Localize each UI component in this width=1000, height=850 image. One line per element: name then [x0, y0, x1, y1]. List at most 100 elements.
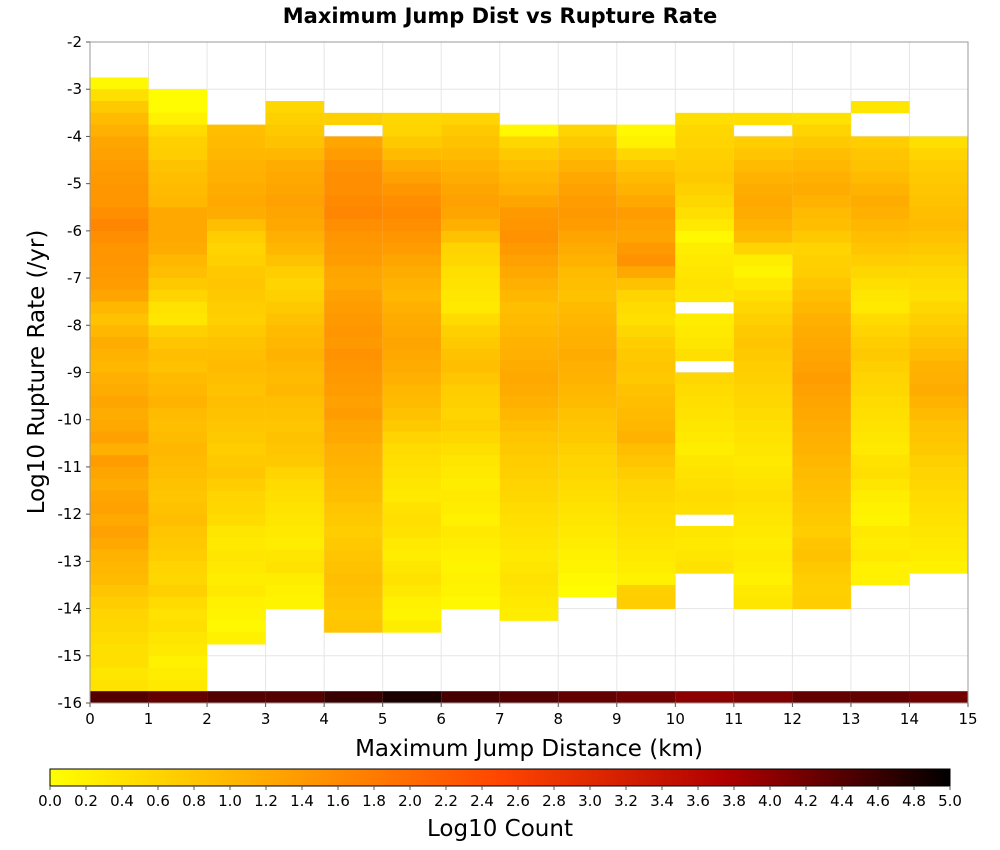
y-tick-label: -14 [58, 600, 83, 618]
heatmap-cell [558, 171, 617, 185]
heatmap-cell [90, 455, 149, 468]
heatmap-cell [616, 278, 676, 291]
heatmap-cell [675, 148, 734, 161]
heatmap-cell [499, 443, 559, 456]
heatmap-cell [733, 230, 793, 244]
y-tick-label: -15 [58, 647, 83, 665]
heatmap-cell [792, 207, 851, 220]
heatmap-cell [616, 289, 676, 303]
heatmap-cell [441, 384, 500, 397]
heatmap-cell [558, 525, 617, 539]
heatmap-cell [558, 313, 617, 326]
heatmap-cell [148, 266, 208, 279]
heatmap-cell [382, 573, 442, 586]
heatmap-cell [616, 478, 676, 492]
heatmap-cell [675, 254, 734, 267]
heatmap-cell [616, 266, 676, 279]
heatmap-cell [90, 632, 149, 645]
heatmap-cell [616, 407, 676, 421]
heatmap-cell [558, 183, 617, 196]
heatmap-cell [441, 195, 500, 208]
heatmap-cell [90, 195, 149, 208]
heatmap-cell [90, 348, 149, 362]
heatmap-cell [733, 278, 793, 291]
heatmap-cell [441, 396, 500, 409]
heatmap-cell-bottom [850, 691, 910, 703]
heatmap-cell [441, 502, 500, 515]
heatmap-cell [558, 549, 617, 562]
heatmap-cell [90, 525, 149, 539]
heatmap-cell [850, 384, 910, 397]
heatmap-cell [207, 431, 266, 444]
heatmap-cell [90, 549, 149, 562]
heatmap-cell [441, 136, 500, 149]
heatmap-cell [324, 289, 383, 303]
heatmap-cell [148, 514, 208, 527]
heatmap-cell [207, 573, 266, 586]
heatmap-cell [148, 183, 208, 196]
heatmap-cell [850, 266, 910, 279]
heatmap-cell [148, 466, 208, 480]
heatmap-cell [792, 160, 851, 173]
heatmap-cell [148, 112, 208, 126]
heatmap-cell-bottom [675, 691, 734, 703]
heatmap-cell [558, 514, 617, 527]
heatmap-cell [909, 219, 968, 232]
heatmap-cell [207, 396, 266, 409]
heatmap-cell [733, 561, 793, 574]
heatmap-cell [265, 171, 325, 185]
colorbar-tick-label: 3.4 [650, 792, 674, 810]
heatmap-cell [90, 77, 149, 90]
heatmap-cell [148, 242, 208, 255]
heatmap-cell-bottom [909, 691, 968, 703]
x-tick-label: 12 [783, 710, 802, 728]
heatmap-cell [909, 160, 968, 173]
heatmap-cell [675, 348, 734, 362]
heatmap-cell [850, 466, 910, 480]
heatmap-cell [675, 525, 734, 539]
heatmap-cell [265, 289, 325, 303]
heatmap-cell [675, 384, 734, 397]
heatmap-cell [90, 620, 149, 633]
heatmap-cell [616, 219, 676, 232]
heatmap-cell [909, 254, 968, 267]
heatmap-cell [733, 396, 793, 409]
heatmap-cell [148, 490, 208, 503]
heatmap-cell [909, 348, 968, 362]
heatmap-cell [148, 289, 208, 303]
heatmap-cell [148, 584, 208, 598]
heatmap-cell [265, 101, 325, 114]
heatmap-cell [499, 207, 559, 220]
heatmap-cell [792, 514, 851, 527]
heatmap-cell [265, 384, 325, 397]
y-tick-label: -5 [67, 175, 82, 193]
heatmap-cell [909, 431, 968, 444]
heatmap-cell [90, 219, 149, 232]
heatmap-cell [616, 160, 676, 173]
heatmap-cell [792, 242, 851, 255]
heatmap-cell [324, 608, 383, 621]
heatmap-cell [90, 431, 149, 444]
heatmap-cell [792, 455, 851, 468]
heatmap-cell [792, 278, 851, 291]
heatmap-cell [792, 195, 851, 208]
heatmap-cell [850, 101, 910, 114]
heatmap-cell [733, 502, 793, 515]
heatmap-cell [616, 337, 676, 350]
heatmap-cell [558, 573, 617, 586]
heatmap-cell [499, 596, 559, 610]
heatmap-cell [265, 514, 325, 527]
heatmap-cell [265, 195, 325, 208]
heatmap-cell [324, 266, 383, 279]
heatmap-cell [148, 348, 208, 362]
heatmap-cell [850, 219, 910, 232]
heatmap-cell [733, 490, 793, 503]
heatmap-cell [441, 325, 500, 338]
heatmap-cell [675, 171, 734, 185]
heatmap-cell [850, 278, 910, 291]
heatmap-cell [265, 431, 325, 444]
heatmap-cell [909, 195, 968, 208]
heatmap-cell [850, 455, 910, 468]
heatmap-cell [441, 490, 500, 503]
heatmap-cell [499, 396, 559, 409]
